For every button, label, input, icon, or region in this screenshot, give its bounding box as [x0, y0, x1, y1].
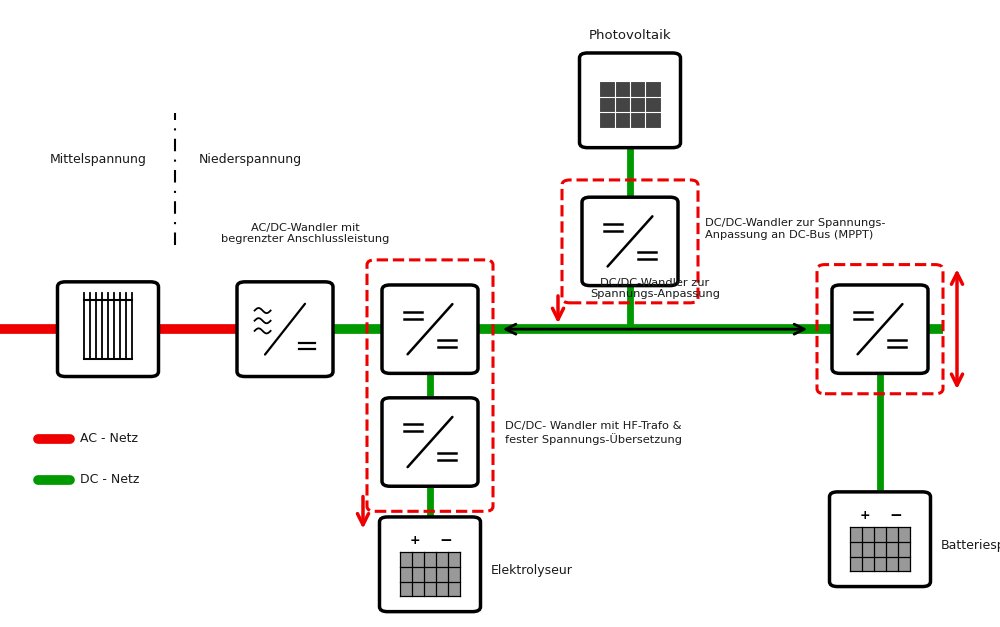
FancyBboxPatch shape: [580, 53, 680, 148]
Text: +: +: [859, 509, 870, 522]
FancyBboxPatch shape: [237, 282, 333, 376]
Text: Photovoltaik: Photovoltaik: [589, 29, 671, 43]
Text: DC/DC-Wandler zur Spannungs-
Anpassung an DC-Bus (MPPT): DC/DC-Wandler zur Spannungs- Anpassung a…: [705, 218, 886, 240]
Bar: [599, 82, 661, 128]
Bar: [400, 552, 460, 596]
FancyBboxPatch shape: [58, 282, 158, 376]
FancyBboxPatch shape: [382, 285, 478, 374]
FancyBboxPatch shape: [832, 285, 928, 374]
Text: −: −: [439, 533, 452, 548]
Text: Batteriespeicher: Batteriespeicher: [940, 539, 1000, 552]
Text: AC - Netz: AC - Netz: [80, 433, 138, 445]
FancyBboxPatch shape: [382, 398, 478, 487]
Bar: [850, 527, 910, 571]
Text: AC/DC-Wandler mit
begrenzter Anschlussleistung: AC/DC-Wandler mit begrenzter Anschlussle…: [221, 223, 389, 245]
Text: Niederspannung: Niederspannung: [198, 154, 302, 166]
Text: Elektrolyseur: Elektrolyseur: [490, 564, 572, 577]
FancyBboxPatch shape: [582, 197, 678, 286]
Text: +: +: [409, 534, 420, 547]
Text: DC/DC- Wandler mit HF-Trafo &
fester Spannungs-Übersetzung: DC/DC- Wandler mit HF-Trafo & fester Spa…: [505, 421, 682, 445]
Text: DC - Netz: DC - Netz: [80, 473, 139, 486]
FancyBboxPatch shape: [380, 517, 481, 612]
Text: DC/DC-Wandler zur
Spannungs-Anpassung: DC/DC-Wandler zur Spannungs-Anpassung: [590, 278, 720, 299]
Text: Mittelspannung: Mittelspannung: [50, 154, 146, 166]
FancyBboxPatch shape: [830, 492, 930, 587]
Text: −: −: [889, 508, 902, 523]
